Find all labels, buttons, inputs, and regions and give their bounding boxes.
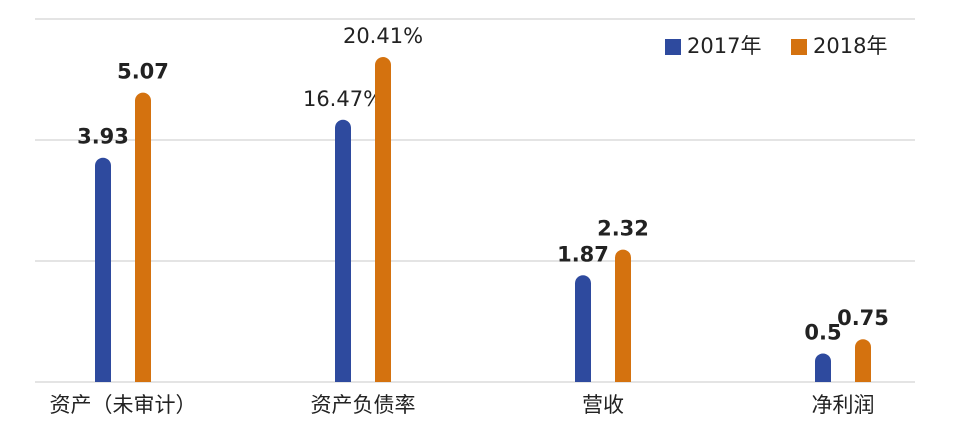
bar — [335, 119, 351, 382]
legend-swatch — [791, 39, 807, 55]
data-label: 1.87 — [557, 242, 609, 266]
data-label: 0.75 — [837, 306, 889, 330]
data-label: 0.5 — [804, 320, 841, 344]
data-label: 20.41% — [343, 24, 423, 48]
data-label: 2.32 — [597, 217, 649, 241]
bar — [575, 275, 591, 382]
data-label: 3.93 — [77, 125, 129, 149]
x-tick-label: 资产负债率 — [311, 393, 416, 417]
x-tick-label: 资产（未审计） — [50, 393, 197, 417]
x-tick-label: 营收 — [582, 393, 624, 417]
x-tick-label: 净利润 — [812, 393, 875, 417]
bar — [615, 249, 631, 382]
bar — [815, 353, 831, 382]
bar — [375, 57, 391, 382]
data-label: 5.07 — [117, 60, 169, 84]
bar — [135, 92, 151, 383]
legend-swatch — [665, 39, 681, 55]
legend-label: 2018年 — [813, 34, 887, 58]
bar — [95, 157, 111, 382]
data-label: 16.47% — [303, 87, 383, 111]
legend-label: 2017年 — [687, 34, 761, 58]
bar — [855, 339, 871, 382]
